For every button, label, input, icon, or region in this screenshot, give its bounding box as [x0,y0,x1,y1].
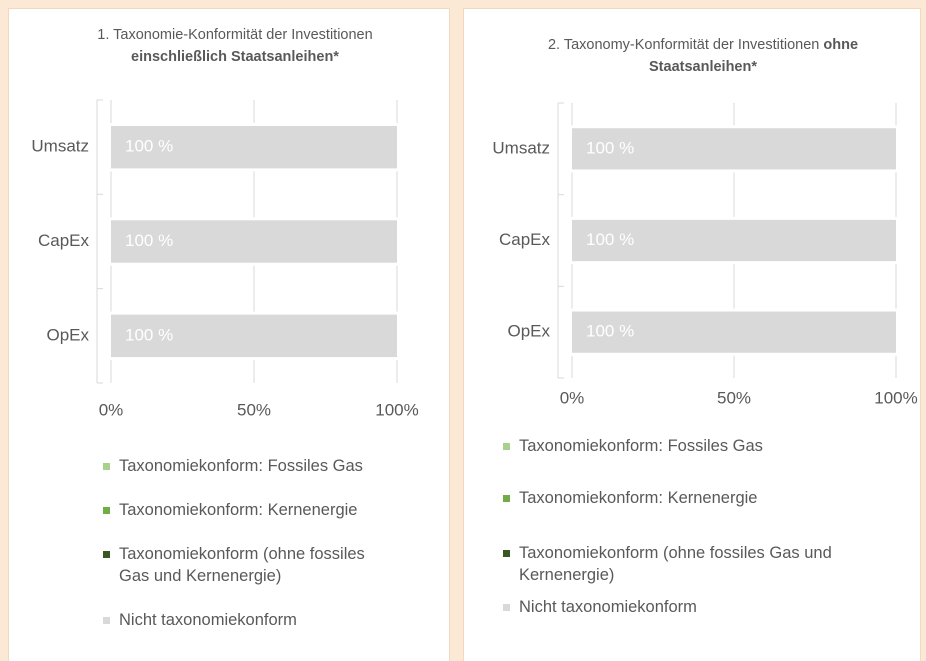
data-label: 100 % [125,137,173,156]
title-emphasis: einschließlich Staatsanleihen* [131,49,339,65]
title-text: 2. Taxonomy-Konformität der Investitione… [547,37,820,53]
x-tick-label: 50% [237,400,271,419]
chart-title: 2. Taxonomy-Konformität der Investitione… [520,34,886,78]
legend-label: Taxonomiekonform (ohne fossiles Gas und … [519,544,832,584]
legend-item: Taxonomiekonform: Fossiles Gas [503,435,919,457]
legend-item: Nicht taxonomiekonform [503,596,919,618]
chart-title: 1. Taxonomie-Konformität der Investition… [90,24,380,68]
title-emphasis: ohne Staatsanleihen* [649,37,859,75]
legend-item: Taxonomiekonform (ohne fossiles Gas und … [103,543,379,587]
legend-label: Taxonomiekonform: Fossiles Gas [519,437,763,455]
legend-label: Taxonomiekonform (ohne fossiles Gas und … [119,545,365,585]
legend-swatch [503,495,510,502]
legend-item: Taxonomiekonform: Fossiles Gas [103,455,379,477]
y-tick-label: Umsatz [31,137,89,156]
legend-label: Nicht taxonomiekonform [119,611,297,629]
legend-swatch [503,550,510,557]
x-tick-label: 0% [560,388,585,407]
y-tick-label: CapEx [38,231,90,250]
y-tick-label: OpEx [507,322,550,341]
y-tick-label: CapEx [499,230,551,249]
bar-segment [572,311,896,353]
legend-item: Taxonomiekonform (ohne fossiles Gas und … [503,542,919,586]
y-tick-label: Umsatz [492,138,550,157]
data-label: 100 % [125,231,173,250]
x-tick-label: 50% [717,388,751,407]
bar-segment [111,220,397,263]
legend-swatch [103,617,110,624]
y-tick-label: OpEx [46,325,89,344]
legend-swatch [503,443,510,450]
x-tick-label: 100% [874,388,917,407]
legend-swatch [503,604,510,611]
bar-segment [572,219,896,262]
legend-label: Taxonomiekonform: Kernenergie [119,501,358,519]
data-label: 100 % [586,138,634,157]
data-label: 100 % [586,322,634,341]
data-label: 100 % [125,325,173,344]
legend-label: Taxonomiekonform: Kernenergie [519,489,758,507]
bar-segment [572,128,896,170]
legend-label: Taxonomiekonform: Fossiles Gas [119,457,363,475]
title-text: 1. Taxonomie-Konformität der Investition… [97,27,373,43]
bar-segment [111,314,397,358]
legend-item: Taxonomiekonform: Kernenergie [103,499,379,521]
legend-swatch [103,463,110,470]
x-tick-label: 0% [99,400,124,419]
legend-label: Nicht taxonomiekonform [519,598,697,616]
legend-item: Taxonomiekonform: Kernenergie [503,487,919,509]
legend-swatch [103,507,110,514]
legend-item: Nicht taxonomiekonform [103,609,379,631]
data-label: 100 % [586,230,634,249]
bar-segment [111,125,397,169]
x-tick-label: 100% [375,400,418,419]
legend-swatch [103,551,110,558]
